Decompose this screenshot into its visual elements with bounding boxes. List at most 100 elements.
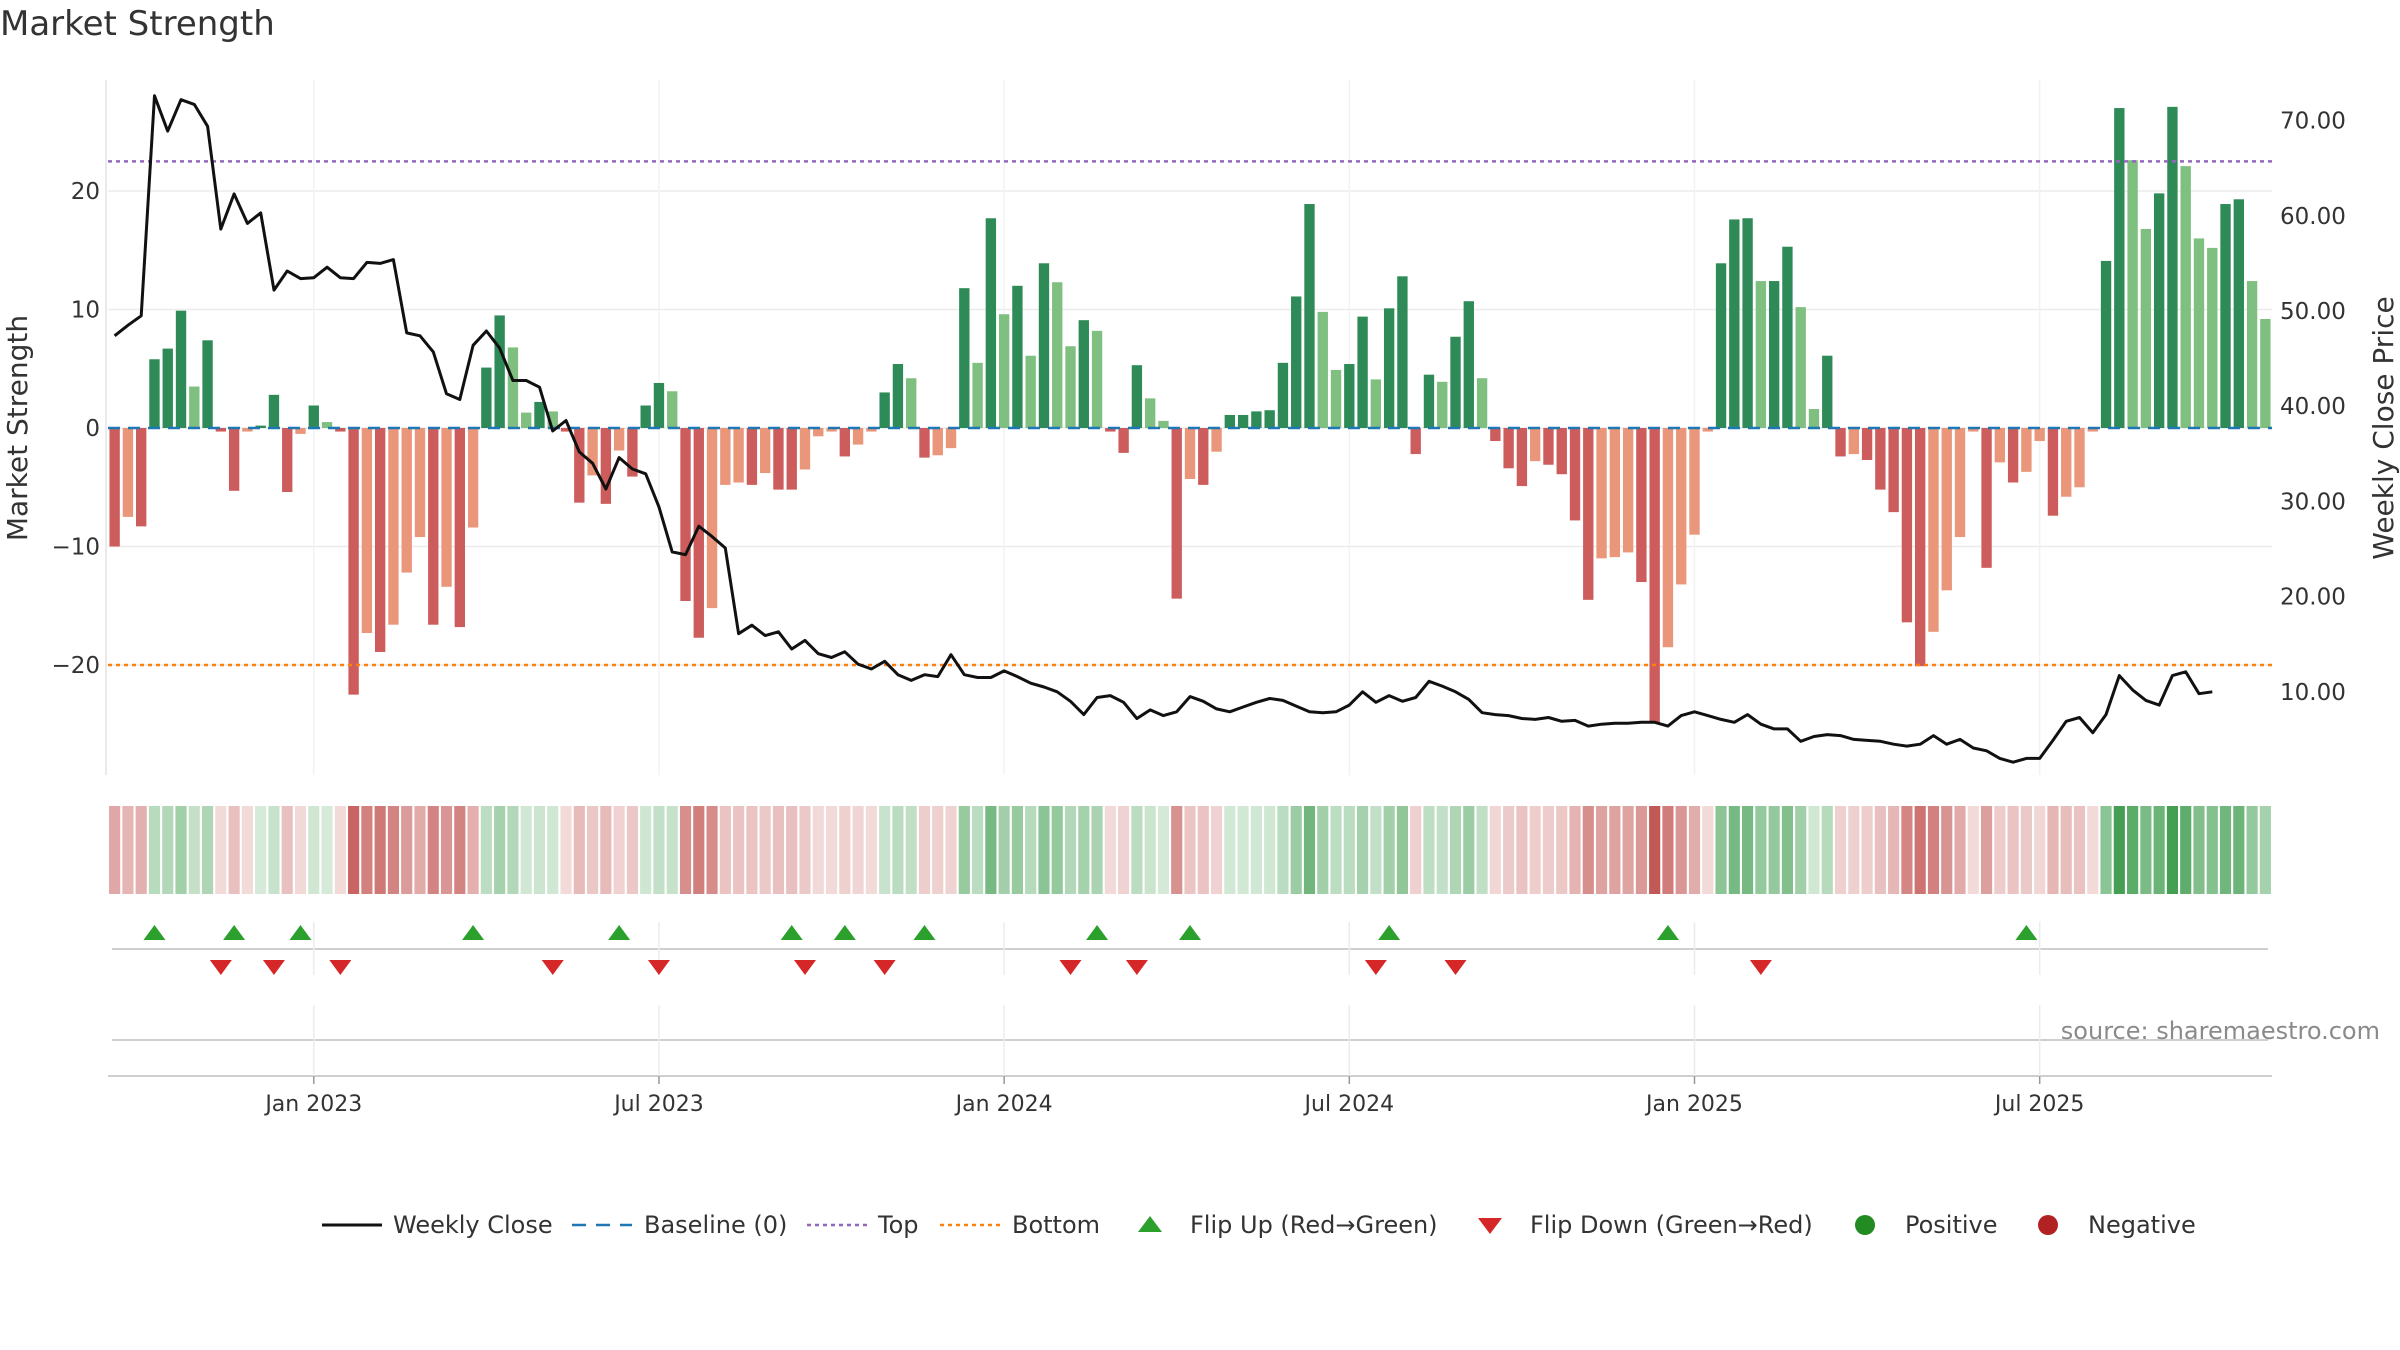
regime-cell — [1078, 806, 1090, 894]
strength-bar — [1264, 410, 1275, 428]
strength-bar — [1848, 428, 1859, 455]
strength-bar — [1463, 301, 1474, 428]
strength-bar — [1556, 428, 1567, 475]
legend-negative-swatch — [2038, 1215, 2058, 1235]
regime-cell — [772, 806, 785, 894]
regime-cell — [666, 806, 678, 894]
legend: Weekly Close Baseline (0) Top Bottom Flip Up… — [322, 1211, 2196, 1239]
regime-cell — [175, 806, 187, 894]
strength-bar — [175, 310, 187, 428]
strength-bar — [892, 364, 904, 428]
regime-cell — [348, 806, 360, 894]
flip-up-marker — [608, 925, 631, 940]
regime-cell — [640, 806, 652, 894]
strength-bar — [149, 359, 160, 428]
y-axis-label-right: Weekly Close Price — [2367, 296, 2400, 559]
regime-cell — [228, 806, 240, 894]
strength-bar — [507, 347, 519, 428]
regime-cell — [1742, 806, 1754, 894]
strength-bar — [1078, 320, 1089, 428]
strength-bar — [613, 428, 625, 451]
strength-bar — [1397, 276, 1408, 428]
strength-bar — [1994, 428, 2006, 463]
flip-down-marker — [793, 960, 816, 975]
strength-bars — [109, 106, 2271, 724]
strength-bar — [600, 428, 612, 504]
strength-bar — [1715, 263, 1727, 428]
regime-cell — [1635, 806, 1647, 894]
strength-bar — [1450, 336, 1461, 428]
regime-cell — [1383, 806, 1395, 894]
strength-bar — [1649, 428, 1660, 724]
strength-bar — [746, 428, 758, 485]
flip-up-marker — [1378, 925, 1401, 940]
regime-cell — [215, 806, 227, 894]
strength-bar — [2100, 260, 2112, 428]
regime-cell — [799, 806, 811, 894]
strength-bar — [2193, 238, 2205, 428]
regime-cell — [1768, 806, 1780, 894]
strength-bar — [1251, 411, 1262, 428]
flip-down-marker — [1749, 960, 1772, 975]
strength-bar — [972, 362, 983, 428]
strength-bar — [1609, 428, 1621, 558]
regime-cell — [1941, 806, 1953, 894]
regime-cell — [693, 806, 705, 894]
regime-cell — [1091, 806, 1103, 894]
flip-up-marker — [289, 925, 312, 940]
strength-bar — [1131, 365, 1143, 428]
regime-cell — [1277, 806, 1289, 894]
regime-cell — [972, 806, 984, 894]
strength-bar — [680, 428, 691, 602]
regime-cell — [786, 806, 798, 894]
strength-bar — [2233, 199, 2244, 428]
strength-bar — [1158, 420, 1169, 428]
strength-bar — [1476, 378, 1488, 428]
strength-bar — [2207, 247, 2218, 428]
regime-cell — [1994, 806, 2006, 894]
regime-cell — [759, 806, 771, 894]
regime-cell — [1157, 806, 1170, 894]
regime-cell — [1396, 806, 1408, 894]
strength-bar — [321, 422, 333, 428]
regime-cell — [1609, 806, 1621, 894]
regime-cell — [2233, 806, 2245, 894]
regime-cell — [321, 806, 333, 894]
strength-bar — [122, 428, 134, 517]
strength-bar — [1755, 281, 1767, 428]
y-tick-right: 70.00 — [2280, 109, 2346, 135]
strength-bar — [2246, 281, 2258, 428]
strength-bar — [866, 428, 877, 432]
strength-bar — [998, 314, 1010, 428]
strength-bar — [1742, 218, 1753, 428]
regime-cell — [1197, 806, 1209, 894]
regime-cell — [2087, 806, 2099, 894]
regime-cell — [401, 806, 413, 894]
y-tick-right: 10.00 — [2280, 680, 2346, 706]
regime-cell — [1821, 806, 1833, 894]
legend-positive-label: Positive — [1905, 1211, 1998, 1239]
strength-bar — [906, 378, 917, 428]
strength-bar — [640, 405, 651, 428]
regime-cell — [2127, 806, 2139, 894]
price-line — [113, 94, 2213, 764]
strength-bar — [1583, 428, 1594, 600]
strength-bar — [826, 428, 837, 432]
strength-bar — [1636, 428, 1647, 583]
regime-cell — [1463, 806, 1475, 894]
regime-cell — [1357, 806, 1369, 894]
regime-cell — [945, 806, 957, 894]
regime-cell — [1874, 806, 1886, 894]
flip-up-marker — [913, 925, 936, 940]
strength-bar — [1052, 282, 1063, 428]
strength-bar — [255, 425, 266, 428]
regime-cell — [932, 806, 944, 894]
strength-bar — [720, 428, 731, 485]
regime-cell — [2193, 806, 2205, 894]
strength-bar — [1861, 428, 1873, 460]
regime-cell — [2073, 806, 2086, 894]
flip-up-marker — [143, 925, 166, 940]
y-tick-left: 10 — [71, 298, 100, 324]
regime-cell — [1516, 806, 1528, 894]
strength-bar — [574, 428, 585, 503]
